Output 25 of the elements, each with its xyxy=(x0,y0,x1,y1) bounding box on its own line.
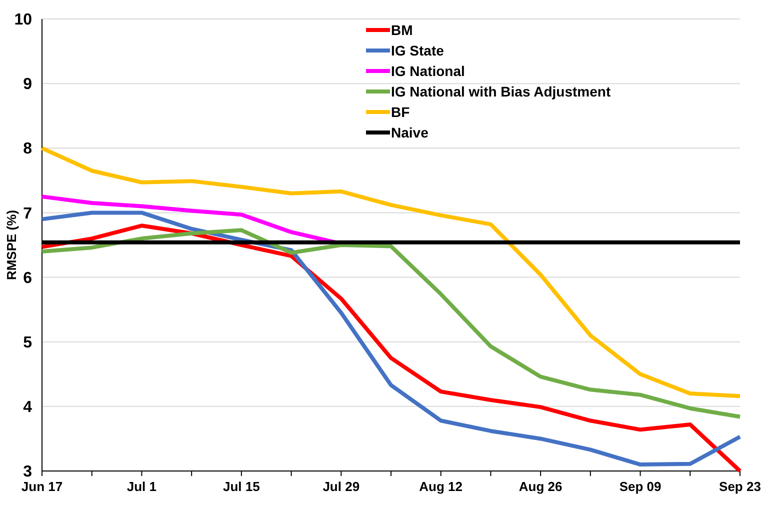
y-tick-label: 8 xyxy=(23,140,32,158)
y-axis-title: RMSPE (%) xyxy=(4,210,19,280)
x-tick-label: Jun 17 xyxy=(21,479,63,494)
legend-label: IG State xyxy=(391,42,444,58)
x-tick-label: Sep 23 xyxy=(719,479,761,494)
legend-label: Naive xyxy=(391,124,429,140)
legend-label: BF xyxy=(391,104,410,120)
y-tick-label: 6 xyxy=(23,270,32,287)
y-tick-label: 3 xyxy=(23,464,32,481)
y-tick-label: 4 xyxy=(23,399,32,416)
x-tick-label: Jul 29 xyxy=(322,479,360,494)
x-tick-label: Jul 1 xyxy=(126,479,157,494)
legend-label: BM xyxy=(391,22,413,38)
y-tick-label: 9 xyxy=(23,76,32,94)
legend-label: IG National xyxy=(391,62,465,79)
legend-label: IG National with Bias Adjustment xyxy=(391,83,611,100)
x-tick-label: Sep 09 xyxy=(619,479,662,494)
y-tick-label: 5 xyxy=(23,334,32,352)
line-series xyxy=(40,146,742,398)
y-tick-label: 7 xyxy=(23,205,32,222)
x-tick-label: Jul 15 xyxy=(223,479,260,494)
line-series xyxy=(40,228,742,419)
y-tick-label: 10 xyxy=(14,12,32,29)
x-tick-label: Aug 12 xyxy=(419,479,463,494)
x-tick-label: Aug 26 xyxy=(518,479,562,494)
